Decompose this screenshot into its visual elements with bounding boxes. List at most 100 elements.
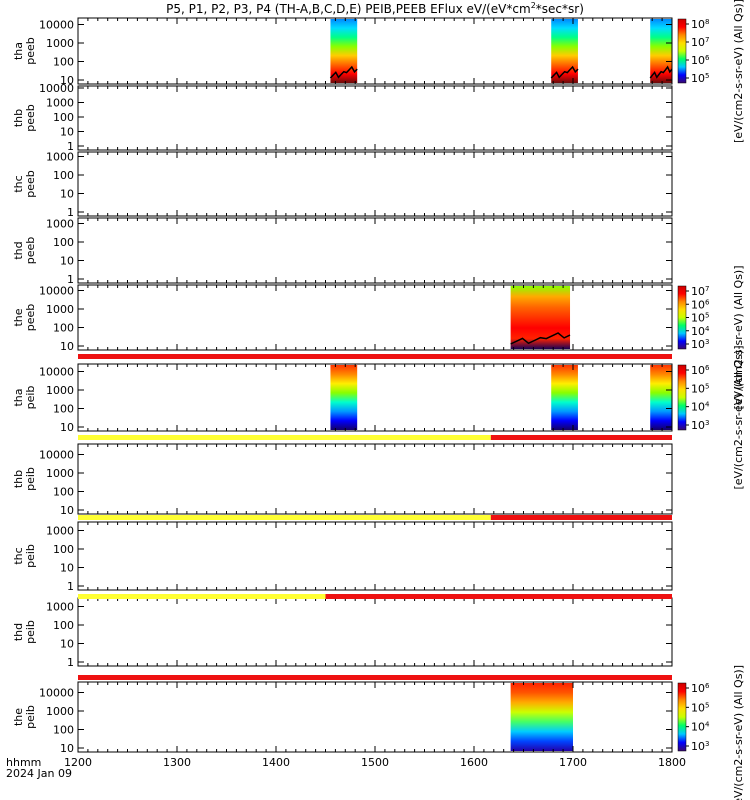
y-tick-label: 10 [60, 188, 74, 201]
panel-frame [77, 17, 673, 85]
panel-instrument-label: peeb [24, 304, 37, 332]
y-tick-label: 1 [67, 140, 74, 153]
status-bar-segment [490, 515, 672, 520]
panel-frame [77, 284, 673, 351]
y-tick-label: 10000 [39, 285, 74, 298]
status-bar-segment [78, 435, 491, 440]
y-tick-label: 100 [53, 236, 74, 249]
panel-probe-label: thb [12, 470, 25, 488]
density-trace [649, 65, 673, 79]
status-bar-segment [78, 515, 491, 520]
y-tick-label: 1 [67, 580, 74, 593]
y-tick-label: 1000 [46, 97, 74, 110]
panel-frame [77, 85, 673, 151]
colorbar-label: [eV/(cm2-s-sr-eV) (All Qs)] [732, 665, 745, 800]
colorbar-label: [eV/(cm2-s-sr-eV) (All Qs)] [732, 345, 745, 489]
status-bar-segment [490, 435, 672, 440]
x-axis-label: hhmm [6, 756, 41, 769]
panel-the-peib: 10 100 1000 10000 the peib 103 104 105 106 [eV/(cm… [12, 665, 745, 800]
colorbar-tick-label: 107 [691, 36, 709, 49]
x-axis: 1200 1300 1400 1500 1600 1700 1800 [64, 756, 686, 769]
y-tick-label: 10 [60, 340, 74, 353]
x-tick-label: 1200 [64, 756, 92, 769]
colorbar-tick-label: 106 [691, 682, 710, 695]
y-tick-label: 10000 [39, 687, 74, 700]
panel-probe-label: the [12, 708, 25, 726]
y-tick-label: 10 [60, 562, 74, 575]
y-tick-label: 100 [53, 486, 74, 499]
colorbar-tick-label: 106 [691, 54, 710, 67]
panel-probe-label: thd [12, 623, 25, 641]
colorbar [677, 285, 687, 350]
y-tick-label: 10 [60, 504, 74, 517]
panel-thc-peeb: 1 10 100 1000 thc peeb [12, 151, 673, 219]
panel-probe-label: thc [12, 547, 25, 564]
panel-thd-peib: 1 10 100 1000 thd peib [12, 597, 673, 669]
x-tick-label: 1600 [460, 756, 488, 769]
panel-instrument-label: peib [24, 467, 37, 491]
density-trace [329, 65, 358, 79]
y-tick-label: 1000 [46, 37, 74, 50]
density-trace [550, 65, 579, 79]
colorbar-label: [eV/(cm2-s-sr-eV) (All Qs)] [732, 0, 745, 143]
y-tick-label: 10 [60, 638, 74, 651]
status-bar-segment [78, 594, 326, 599]
x-tick-label: 1400 [262, 756, 290, 769]
colorbar-tick-label: 104 [691, 325, 710, 338]
y-tick-label: 1000 [46, 151, 74, 164]
spectrogram-block [650, 365, 672, 430]
panel-instrument-label: peeb [24, 37, 37, 65]
date-label: 2024 Jan 09 [6, 767, 72, 780]
status-bar-segment [78, 354, 672, 359]
y-tick-label: 1000 [46, 384, 74, 397]
panel-probe-label: thc [12, 175, 25, 192]
panel-instrument-label: peib [24, 620, 37, 644]
y-tick-label: 1000 [46, 705, 74, 718]
panel-probe-label: tha [12, 42, 25, 60]
colorbar [677, 682, 687, 752]
panel-instrument-label: peib [24, 544, 37, 568]
y-tick-label: 10 [60, 74, 74, 87]
y-tick-label: 10000 [39, 449, 74, 462]
panel-instrument-label: peeb [24, 104, 37, 132]
panel-thb-peib: 10 100 1000 10000 thb peib [12, 443, 673, 517]
y-tick-label: 1 [67, 273, 74, 286]
panel-instrument-label: peib [24, 705, 37, 729]
panel-frame [77, 363, 673, 432]
panel-instrument-label: peeb [24, 237, 37, 265]
colorbar [677, 364, 687, 431]
y-tick-label: 100 [53, 322, 74, 335]
colorbar-tick-label: 105 [691, 701, 709, 714]
panel-instrument-label: peib [24, 386, 37, 410]
status-bar-segment [78, 675, 672, 680]
y-tick-label: 10 [60, 126, 74, 139]
panel-frame [77, 217, 673, 284]
colorbar-label: [eV/(cm2-s-sr-eV) (All Qs)] [732, 265, 745, 409]
x-tick-label: 1700 [559, 756, 587, 769]
y-tick-label: 10000 [39, 19, 74, 32]
y-tick-label: 10000 [39, 82, 74, 95]
panel-frame [77, 597, 673, 667]
y-tick-label: 100 [53, 403, 74, 416]
density-trace [510, 332, 571, 345]
colorbar-tick-label: 103 [691, 740, 709, 753]
y-tick-label: 1000 [46, 467, 74, 480]
figure-title: P5, P1, P2, P3, P4 (TH-A,B,C,D,E) PEIB,P… [166, 1, 584, 16]
spectrogram-block [330, 365, 358, 430]
spectrogram-block [510, 683, 573, 751]
y-tick-label: 10 [60, 421, 74, 434]
y-tick-label: 1 [67, 656, 74, 669]
colorbar-tick-label: 105 [691, 382, 709, 395]
spectrogram-block [650, 19, 672, 83]
colorbar-tick-label: 105 [691, 312, 709, 325]
colorbar-tick-label: 107 [691, 285, 709, 298]
panel-thc-peib: 1 10 100 1000 thc peib [12, 521, 673, 593]
y-tick-label: 100 [53, 543, 74, 556]
panel-frame [77, 681, 673, 753]
colorbar-tick-label: 106 [691, 298, 710, 311]
panel-probe-label: thb [12, 109, 25, 127]
y-tick-label: 1000 [46, 303, 74, 316]
